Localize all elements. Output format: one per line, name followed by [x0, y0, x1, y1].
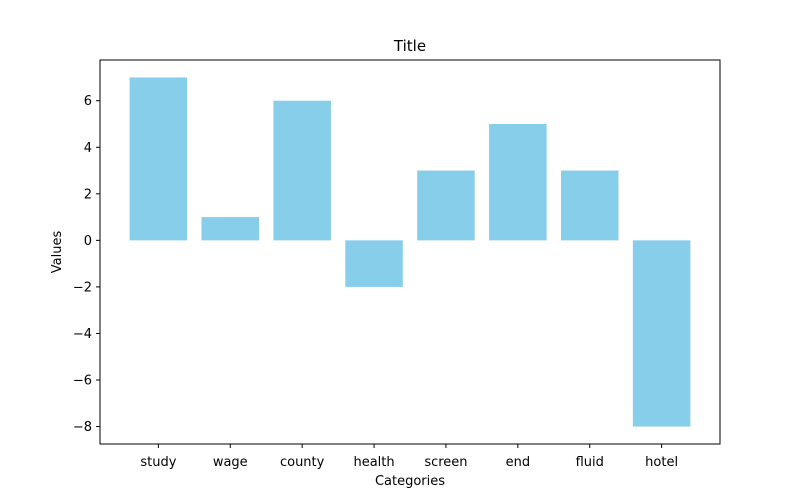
y-tick-label: −4 [73, 327, 92, 342]
bar-county [273, 100, 331, 241]
bar-wage [201, 217, 260, 241]
bar-hotel [632, 240, 691, 427]
y-tick-label: −8 [73, 420, 92, 435]
x-tick-label: fluid [576, 455, 604, 470]
y-tick-label: 0 [84, 234, 92, 249]
x-axis-title: Categories [375, 474, 445, 489]
bar-screen [417, 170, 475, 241]
y-tick-label: −2 [73, 280, 92, 295]
y-tick-label: 4 [84, 141, 92, 156]
bars-group [129, 77, 691, 427]
x-tick-label: county [280, 455, 325, 470]
x-tick-label: hotel [645, 455, 678, 470]
bar-end [489, 124, 547, 241]
y-axis-title: Values [50, 231, 65, 274]
x-tick-label: screen [424, 455, 467, 470]
x-tick-label: end [506, 455, 531, 470]
bar-fluid [560, 170, 619, 241]
x-tick-label: wage [213, 455, 248, 470]
x-tick-label: study [140, 455, 176, 470]
bar-study [129, 77, 188, 241]
y-tick-label: 6 [84, 94, 92, 109]
chart-title: Title [393, 37, 426, 55]
y-tick-label: −6 [73, 374, 92, 389]
plot-frame [99, 59, 721, 445]
y-axis: −8 −6 −4 −2 0 2 4 6 [73, 94, 100, 435]
x-tick-label: health [353, 455, 394, 470]
x-axis: study wage county health screen end fluid hotel [140, 444, 678, 470]
y-tick-label: 2 [84, 187, 92, 202]
bar-health [345, 240, 403, 287]
